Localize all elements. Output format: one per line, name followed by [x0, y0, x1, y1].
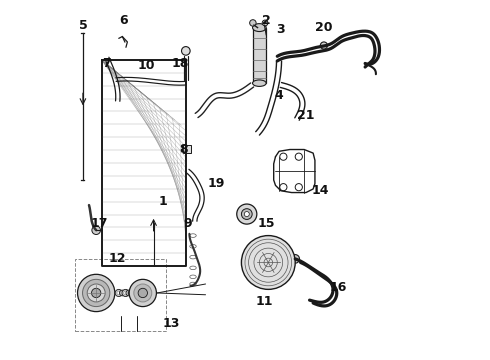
Circle shape: [122, 289, 129, 297]
Text: 12: 12: [109, 252, 126, 265]
Text: 5: 5: [78, 19, 87, 32]
Circle shape: [92, 226, 100, 234]
Text: 21: 21: [297, 109, 315, 122]
Circle shape: [128, 289, 136, 297]
Circle shape: [117, 291, 121, 295]
Circle shape: [295, 153, 302, 160]
Circle shape: [92, 288, 101, 298]
Circle shape: [242, 235, 295, 289]
Circle shape: [181, 46, 190, 55]
Ellipse shape: [252, 24, 266, 32]
Circle shape: [320, 42, 327, 49]
Text: 4: 4: [275, 89, 283, 102]
Circle shape: [87, 284, 105, 302]
Circle shape: [115, 289, 122, 297]
Circle shape: [121, 292, 124, 294]
Text: 19: 19: [208, 177, 225, 190]
Circle shape: [262, 20, 268, 26]
Circle shape: [245, 212, 249, 217]
Circle shape: [250, 20, 256, 26]
Circle shape: [280, 184, 287, 191]
Text: 16: 16: [330, 281, 347, 294]
Text: 8: 8: [180, 143, 188, 156]
Text: 11: 11: [256, 296, 273, 309]
Text: 3: 3: [276, 23, 285, 36]
Bar: [252, 28, 266, 83]
Circle shape: [138, 288, 147, 298]
Text: 7: 7: [102, 57, 111, 70]
Circle shape: [120, 290, 125, 296]
Circle shape: [242, 209, 252, 220]
Text: 18: 18: [172, 57, 189, 70]
Circle shape: [124, 291, 127, 295]
Text: 6: 6: [119, 14, 127, 27]
Text: 17: 17: [91, 216, 108, 230]
Circle shape: [291, 255, 299, 263]
Text: 13: 13: [163, 317, 180, 330]
Circle shape: [295, 184, 302, 191]
Text: 9: 9: [183, 216, 192, 230]
Circle shape: [126, 290, 132, 296]
Circle shape: [134, 284, 152, 302]
Text: 20: 20: [315, 21, 333, 34]
Text: 10: 10: [138, 59, 155, 72]
Circle shape: [280, 153, 287, 160]
Text: 2: 2: [262, 14, 271, 27]
Circle shape: [130, 291, 134, 295]
Bar: [74, 259, 166, 330]
Bar: [183, 145, 191, 153]
Circle shape: [127, 292, 130, 294]
Circle shape: [77, 274, 115, 312]
Circle shape: [82, 279, 110, 307]
Ellipse shape: [252, 80, 266, 86]
Circle shape: [237, 204, 257, 224]
Text: 1: 1: [158, 195, 167, 208]
Text: 14: 14: [312, 184, 329, 197]
Circle shape: [129, 279, 156, 307]
Text: 15: 15: [258, 216, 275, 230]
